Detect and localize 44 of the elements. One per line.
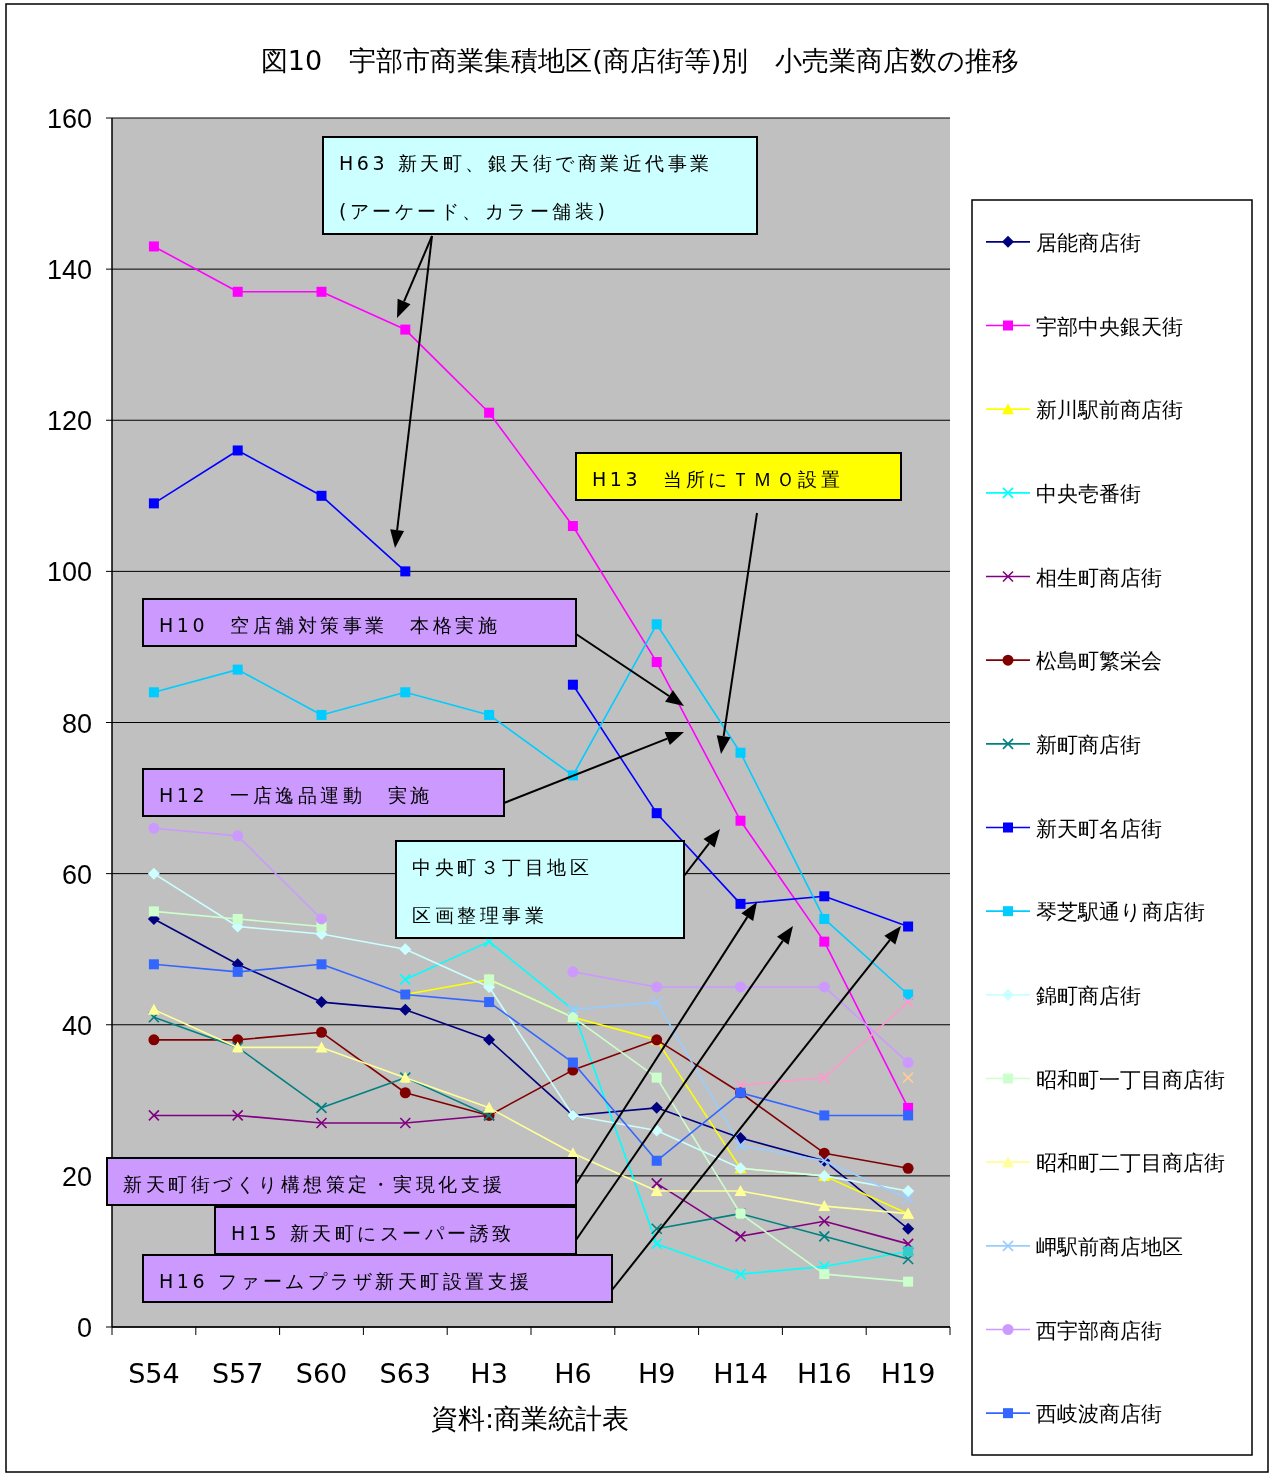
legend-label: 昭和町一丁目商店街: [1036, 1067, 1225, 1092]
legend-label: 岬駅前商店地区: [1036, 1234, 1183, 1259]
legend-label: 相生町商店街: [1036, 565, 1162, 590]
x-tick-label: H14: [713, 1358, 768, 1389]
y-tick-label: 80: [61, 708, 92, 739]
y-tick-label: 40: [61, 1010, 92, 1041]
y-tick-label: 140: [46, 255, 92, 286]
legend-label: 西宇部商店街: [1036, 1318, 1162, 1343]
y-tick-label: 20: [61, 1161, 92, 1192]
x-tick-label: S54: [128, 1358, 180, 1389]
y-tick-label: 160: [46, 104, 92, 134]
legend-label: 新天町名店街: [1036, 816, 1162, 841]
annotation: H10 空店舗対策事業 本格実施: [159, 614, 501, 636]
legend-label: 居能商店街: [1036, 230, 1141, 255]
y-tick-label: 120: [46, 406, 92, 437]
annotation: H12 一店逸品運動 実施: [159, 784, 433, 806]
legend-label: 昭和町二丁目商店街: [1036, 1151, 1225, 1176]
legend-label: 西岐波商店街: [1036, 1402, 1162, 1427]
legend-label: 新川駅前商店街: [1036, 398, 1183, 423]
y-tick-label: 100: [46, 557, 92, 588]
annotation: H16 ファームプラザ新天町設置支援: [159, 1270, 533, 1292]
legend-label: 琴芝駅通り商店街: [1036, 900, 1205, 925]
x-tick-label: S57: [211, 1358, 264, 1389]
text: 中央町３丁目地区区画整理事業: [412, 856, 592, 926]
x-tick-label: H16: [796, 1358, 852, 1389]
chart-title: 図10 宇部市商業集積地区(商店街等)別 小売業商店数の推移: [260, 45, 1020, 76]
annotation: H15 新天町にスーパー誘致: [231, 1222, 515, 1244]
annotation: H13 当所にＴＭＯ設置: [592, 468, 844, 490]
text: H63 新天町、銀天街で商業近代事業(アーケード、カラー舗装): [339, 152, 713, 222]
text: 資料:商業統計表: [430, 1403, 630, 1434]
x-tick-label: S60: [295, 1358, 348, 1389]
legend-label: 新町商店街: [1036, 732, 1141, 757]
x-tick-label: S63: [379, 1358, 432, 1389]
x-tick-label: H6: [554, 1358, 592, 1389]
annotation: 新天町街づくり構想策定・実現化支援: [123, 1173, 506, 1195]
x-tick-label: H3: [470, 1358, 508, 1389]
y-tick-label: 0: [76, 1313, 92, 1343]
legend-label: 錦町商店街: [1036, 983, 1141, 1008]
legend-label: 松島町繁栄会: [1036, 649, 1162, 674]
x-tick-label: H9: [637, 1358, 676, 1389]
y-tick-label: 60: [61, 859, 92, 890]
legend-label: 中央壱番街: [1036, 481, 1141, 506]
x-tick-label: H19: [880, 1358, 936, 1389]
legend-label: 宇部中央銀天街: [1036, 314, 1183, 339]
